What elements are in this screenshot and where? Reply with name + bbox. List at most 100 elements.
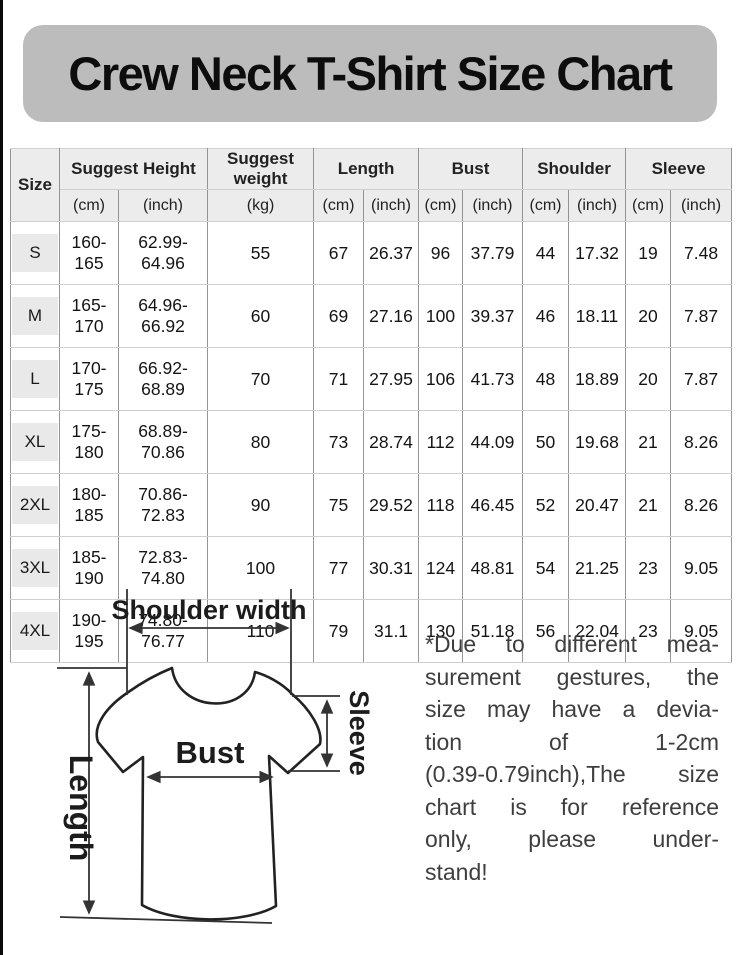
table-header-groups: Size Suggest Height Suggest weight Lengt… (10, 148, 733, 222)
col-header-sleeve: Sleeve (625, 148, 733, 190)
note-line: only, please under- (425, 826, 719, 852)
cell-sleeve-cm: 20 (625, 284, 672, 348)
size-label: L (12, 360, 58, 398)
col-header-suggest-weight: Suggest weight (207, 148, 315, 190)
table-row: L 170-175 66.92-68.89 70 71 27.95 106 41… (10, 347, 733, 411)
cell-length-inch: 29.52 (363, 473, 420, 537)
cell-height-inch: 70.86-72.83 (117, 473, 209, 537)
cell-height-cm: 170-175 (59, 347, 119, 411)
page-title: Crew Neck T-Shirt Size Chart (68, 47, 673, 100)
cell-shoulder-inch: 20.47 (568, 473, 627, 537)
bust-label: Bust (176, 735, 245, 770)
size-label: XL (12, 423, 58, 461)
cell-length-inch: 28.74 (363, 410, 420, 474)
cell-bust-inch: 37.79 (462, 221, 524, 285)
cell-bust-cm: 96 (418, 221, 464, 285)
cell-sleeve-cm: 20 (625, 347, 672, 411)
tshirt-measurement-diagram: Shoulder width Length Bust Sleeve (20, 575, 420, 955)
cell-sleeve-cm: 23 (625, 599, 672, 663)
cell-bust-inch: 51.18 (462, 599, 524, 663)
note-line: chart is for reference (425, 793, 719, 820)
cell-shoulder-inch: 22.04 (568, 599, 627, 663)
cell-weight-kg: 90 (207, 473, 315, 537)
cell-height-cm: 180-185 (59, 473, 119, 537)
cell-bust-inch: 48.81 (462, 536, 524, 600)
cell-weight-kg: 80 (207, 410, 315, 474)
table-row: S 160-165 62.99-64.96 55 67 26.37 96 37.… (10, 221, 733, 285)
cell-height-cm: 190-195 (59, 599, 119, 663)
col-header-bust: Bust (418, 148, 524, 190)
unit-bust-cm: (cm) (418, 189, 464, 222)
cell-height-inch: 62.99-64.96 (117, 221, 209, 285)
cell-sleeve-inch: 8.26 (670, 410, 733, 474)
cell-weight-kg: 70 (207, 347, 315, 411)
cell-weight-kg: 55 (207, 221, 315, 285)
unit-weight-kg: (kg) (207, 189, 315, 222)
cell-shoulder-cm: 54 (522, 536, 570, 600)
col-header-suggest-height: Suggest Height (58, 148, 209, 190)
cell-shoulder-inch: 17.32 (568, 221, 627, 285)
note-line: surement gestures, the (425, 663, 719, 690)
tshirt-diagram-svg: Shoulder width Length Bust Sleeve (57, 589, 374, 924)
unit-shoulder-cm: (cm) (522, 189, 570, 222)
cell-bust-inch: 44.09 (462, 410, 524, 474)
unit-length-cm: (cm) (313, 189, 365, 222)
cell-sleeve-inch: 9.05 (670, 536, 733, 600)
unit-sleeve-inch: (inch) (670, 189, 733, 222)
table-row: 3XL 185-190 72.83-74.80 100 77 30.31 124… (10, 536, 733, 600)
size-table: Size Suggest Height Suggest weight Lengt… (10, 148, 733, 663)
cell-length-cm: 67 (313, 221, 365, 285)
cell-height-cm: 165-170 (59, 284, 119, 348)
cell-bust-cm: 130 (418, 599, 464, 663)
cell-length-inch: 27.95 (363, 347, 420, 411)
cell-bust-cm: 100 (418, 284, 464, 348)
cell-sleeve-cm: 19 (625, 221, 672, 285)
table-row: XL 175-180 68.89-70.86 80 73 28.74 112 4… (10, 410, 733, 474)
shoulder-width-label: Shoulder width (112, 595, 307, 625)
cell-length-cm: 73 (313, 410, 365, 474)
table-header-units: (cm) (inch) (kg) (cm) (inch) (cm) (inch)… (11, 189, 733, 222)
cell-length-inch: 30.31 (363, 536, 420, 600)
size-label: 4XL (12, 612, 58, 650)
cell-height-cm: 160-165 (59, 221, 119, 285)
cell-sleeve-inch: 8.26 (670, 473, 733, 537)
cell-length-cm: 71 (313, 347, 365, 411)
cell-height-inch: 72.83-74.80 (117, 536, 209, 600)
size-table-container: Size Suggest Height Suggest weight Lengt… (10, 148, 733, 663)
table-row: M 165-170 64.96-66.92 60 69 27.16 100 39… (10, 284, 733, 348)
cell-bust-cm: 112 (418, 410, 464, 474)
cell-length-inch: 27.16 (363, 284, 420, 348)
note-line: (0.39-0.79inch),The size (425, 761, 719, 787)
cell-length-cm: 77 (313, 536, 365, 600)
cell-length-cm: 69 (313, 284, 365, 348)
col-header-shoulder: Shoulder (522, 148, 627, 190)
note-line: size may have a devia- (425, 696, 719, 722)
cell-shoulder-cm: 50 (522, 410, 570, 474)
size-label: S (12, 234, 58, 272)
note-line: *Due to different mea- (425, 631, 719, 657)
cell-shoulder-cm: 46 (522, 284, 570, 348)
left-edge-strip (0, 0, 3, 955)
cell-height-inch: 68.89-70.86 (117, 410, 209, 474)
cell-shoulder-cm: 48 (522, 347, 570, 411)
title-banner: Crew Neck T-Shirt Size Chart (23, 25, 717, 122)
unit-bust-inch: (inch) (462, 189, 524, 222)
unit-length-inch: (inch) (363, 189, 420, 222)
cell-height-cm: 175-180 (59, 410, 119, 474)
cell-length-inch: 31.1 (363, 599, 420, 663)
cell-sleeve-cm: 21 (625, 410, 672, 474)
cell-bust-inch: 39.37 (462, 284, 524, 348)
cell-bust-inch: 41.73 (462, 347, 524, 411)
cell-shoulder-cm: 52 (522, 473, 570, 537)
cell-sleeve-inch: 7.48 (670, 221, 733, 285)
cell-bust-inch: 46.45 (462, 473, 524, 537)
cell-bust-cm: 124 (418, 536, 464, 600)
sleeve-label: Sleeve (344, 690, 374, 776)
disclaimer-note: *Due to different mea- surement gestures… (425, 628, 719, 888)
table-row: 2XL 180-185 70.86-72.83 90 75 29.52 118 … (10, 473, 733, 537)
cell-sleeve-inch: 7.87 (670, 284, 733, 348)
length-label: Length (63, 755, 99, 862)
cell-weight-kg: 60 (207, 284, 315, 348)
cell-length-cm: 75 (313, 473, 365, 537)
cell-sleeve-cm: 23 (625, 536, 672, 600)
